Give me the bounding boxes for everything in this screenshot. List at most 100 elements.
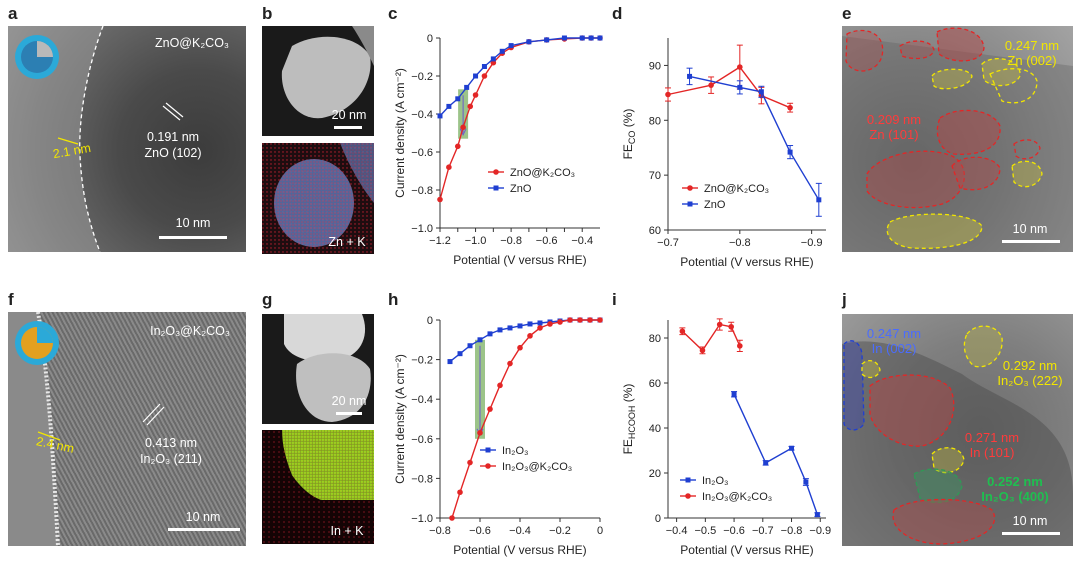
data-point (587, 317, 593, 323)
tem-image-j: 0.247 nm In (002) 0.292 nm In₂O₃ (222) 0… (842, 314, 1073, 546)
data-point (487, 406, 493, 412)
data-point (508, 43, 514, 49)
data-point (816, 197, 822, 203)
data-point (787, 104, 793, 111)
y-tick-label: −0.4 (411, 109, 433, 121)
panel-label-a: a (8, 4, 18, 23)
data-point (460, 124, 466, 131)
x-tick-label: −0.7 (752, 525, 774, 537)
data-point (487, 331, 493, 337)
label3-d-j: 0.271 nm (964, 430, 1020, 445)
data-point (737, 64, 743, 70)
data-point (477, 337, 483, 343)
y-tick-label: 80 (649, 115, 661, 127)
data-point (446, 103, 452, 109)
legend-label: ZnO (510, 183, 532, 195)
x-tick-label: −1.0 (465, 235, 487, 247)
tem-image-e: 0.247 nm Zn (002) 0.209 nm Zn (101) 10 n… (842, 26, 1073, 252)
data-point (477, 430, 483, 436)
data-point (679, 328, 686, 335)
y-tick-label: 60 (649, 225, 661, 237)
data-point (472, 92, 479, 98)
scale-bar-g (336, 412, 362, 415)
data-point (457, 489, 463, 496)
legend-label: In₂O₃@K₂CO₃ (502, 461, 572, 473)
scale-label-j: 10 nm (1012, 514, 1048, 528)
label2-p-e: Zn (101) (869, 127, 919, 142)
x-tick-label: −0.6 (723, 525, 745, 537)
data-point (547, 321, 553, 327)
label4-d-j: 0.252 nm (987, 474, 1043, 489)
data-point (731, 391, 737, 397)
legend-marker (485, 447, 491, 453)
y-tick-label: 0 (655, 513, 661, 525)
x-tick-label: −0.6 (536, 235, 558, 247)
tem-regions-e (842, 27, 1073, 252)
data-point (467, 343, 473, 349)
x-tick-label: −0.8 (781, 525, 803, 537)
data-point (814, 512, 820, 518)
data-point (473, 73, 479, 79)
scale-label-f: 10 nm (185, 510, 221, 524)
y-tick-label: −1.0 (411, 513, 433, 525)
data-point (467, 103, 474, 110)
data-point (490, 56, 496, 62)
data-point (437, 196, 443, 203)
data-point (597, 317, 603, 323)
eds-map-b: Zn + K (262, 143, 374, 254)
legend-label: ZnO (704, 199, 726, 211)
data-point (499, 48, 505, 54)
eds-overlay-g (262, 430, 374, 544)
scale-label-e: 10 nm (1012, 222, 1048, 236)
eds-label-g: In + K (330, 524, 364, 538)
d-spacing-a: 0.191 nm (146, 130, 200, 144)
x-tick-label: −0.5 (694, 525, 716, 537)
panel-label-d: d (612, 4, 623, 23)
y-tick-label: 60 (649, 378, 661, 390)
plane-f: In₂O₃ (211) (140, 452, 202, 466)
sample-title-f: In₂O₃@K₂CO₃ (150, 324, 230, 338)
data-point (544, 37, 550, 43)
eds-label-b: Zn + K (328, 235, 366, 249)
scale-bar-b (334, 126, 362, 129)
x-tick-label: −0.9 (801, 237, 823, 249)
data-point (577, 317, 583, 323)
stem-image-g: 20 nm (262, 314, 374, 424)
y-tick-label: 40 (649, 423, 661, 435)
data-point (517, 323, 523, 329)
y-axis-label: FECO (%) (621, 109, 637, 160)
chart-i: −0.4 −0.5 −0.6 −0.7 −0.8 −0.9 0 20 40 60 80 Potenti… (621, 318, 831, 557)
core-shell-icon (15, 35, 59, 79)
x-tick-label: −0.8 (429, 525, 451, 537)
data-point (454, 143, 461, 150)
y-tick-label: −0.2 (411, 355, 433, 367)
y-tick-label: 0 (427, 33, 433, 45)
data-point (497, 327, 503, 333)
data-point (588, 35, 594, 41)
eds-overlay-b (262, 143, 374, 254)
data-point (687, 73, 693, 79)
data-point (567, 317, 573, 323)
legend-label: In₂O₃ (502, 445, 528, 457)
data-point (763, 460, 769, 466)
chart-d: −0.7 −0.8 −0.9 60 70 80 90 Potential (V versus … (621, 38, 826, 269)
panel-label-b: b (262, 4, 273, 23)
label4-p-j: In₂O₃ (400) (981, 489, 1049, 504)
x-tick-label: −1.2 (429, 235, 451, 247)
panel-label-c: c (388, 4, 398, 23)
legend-marker (687, 185, 693, 191)
data-point (437, 113, 443, 119)
data-point (579, 35, 585, 41)
plane-a: ZnO (102) (144, 146, 202, 160)
data-point (597, 35, 603, 41)
series-line-1 (689, 75, 820, 201)
x-tick-label: −0.2 (549, 525, 571, 537)
scale-bar-e (1002, 240, 1060, 243)
panel-label-f: f (8, 290, 14, 309)
data-point (526, 39, 532, 45)
tem-regions-j (842, 325, 1073, 546)
tem-overlay-a (8, 26, 184, 252)
label1-p-j: In (002) (871, 341, 917, 356)
panel-label-i: i (612, 290, 617, 309)
x-tick-label: −0.4 (509, 525, 531, 537)
